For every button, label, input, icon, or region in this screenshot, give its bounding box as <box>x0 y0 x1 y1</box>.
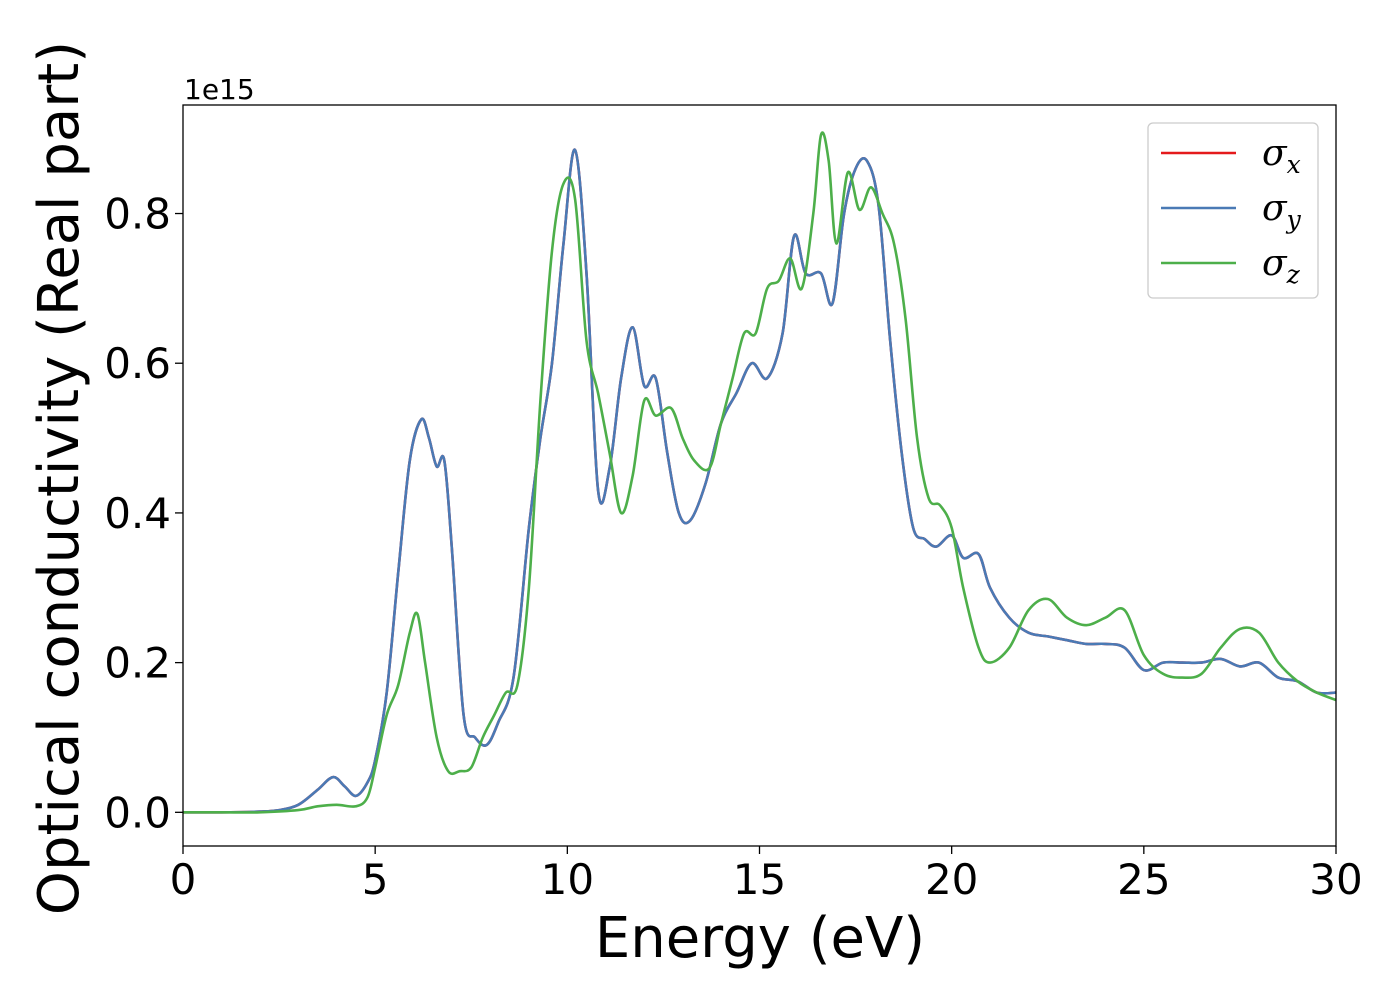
legend-label-sigma-x: σx <box>1262 133 1301 179</box>
plot-area: 0 5 10 15 20 25 30 0.0 0.2 0.4 0.6 0.8 <box>104 104 1363 904</box>
legend-label-sigma-y: σy <box>1262 188 1302 234</box>
x-tick-label: 0 <box>170 855 197 904</box>
x-tick-label: 20 <box>925 855 978 904</box>
x-axis-title: Energy (eV) <box>595 906 925 971</box>
x-tick-label: 25 <box>1117 855 1170 904</box>
series-line-sigma-z <box>183 131 1336 814</box>
y-axis-offset-label: 1e15 <box>184 73 255 106</box>
y-tick-label: 0.4 <box>104 489 171 538</box>
x-tick-label: 10 <box>541 855 594 904</box>
series-group <box>183 131 1336 814</box>
y-tick-label: 0.0 <box>104 788 171 837</box>
y-tick-label: 0.8 <box>104 190 171 239</box>
legend-box <box>1147 122 1319 299</box>
x-tick-label: 30 <box>1309 855 1362 904</box>
x-tick-label: 5 <box>362 855 389 904</box>
y-tick-label: 0.6 <box>104 339 171 388</box>
x-tick-label: 15 <box>733 855 786 904</box>
y-tick-label: 0.2 <box>104 639 171 688</box>
series-line-sigma-y <box>183 148 1336 814</box>
y-axis-title: Optical conductivity (Real part) <box>27 41 92 915</box>
